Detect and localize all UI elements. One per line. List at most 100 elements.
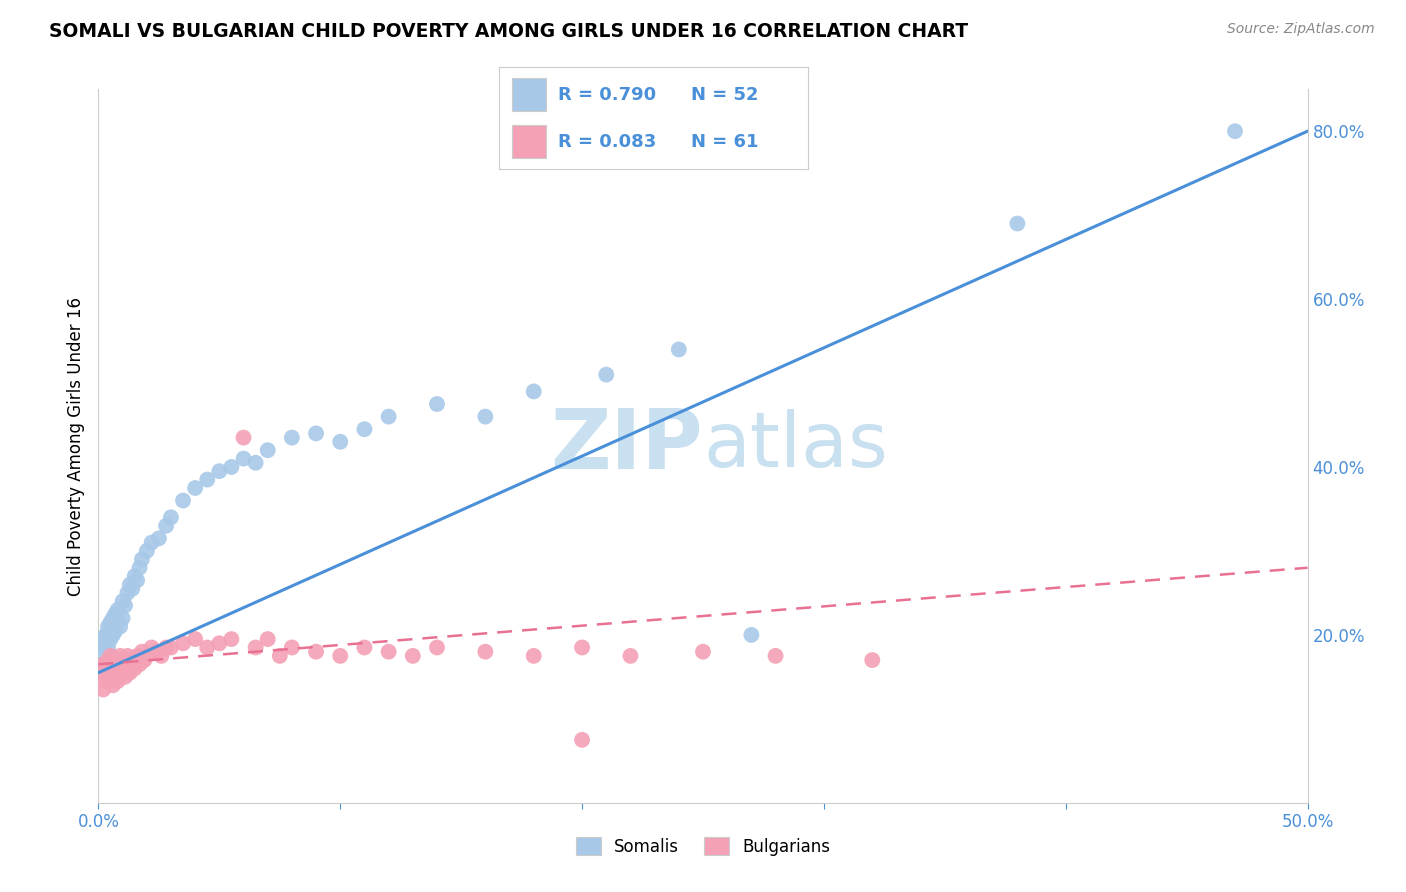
Text: N = 52: N = 52 bbox=[690, 86, 758, 103]
Point bbox=[94, 661, 117, 675]
Point bbox=[107, 603, 129, 617]
Point bbox=[595, 368, 617, 382]
Point bbox=[118, 665, 141, 680]
Point bbox=[114, 599, 136, 613]
Point bbox=[474, 409, 496, 424]
Point bbox=[172, 493, 194, 508]
Point bbox=[195, 473, 218, 487]
Point bbox=[1007, 217, 1029, 231]
Point bbox=[124, 661, 146, 675]
Point bbox=[221, 460, 243, 475]
Point bbox=[155, 640, 177, 655]
Point bbox=[221, 632, 243, 646]
Point bbox=[145, 645, 167, 659]
Point bbox=[353, 640, 375, 655]
Point bbox=[94, 674, 117, 689]
Point bbox=[107, 674, 129, 689]
Point bbox=[131, 645, 153, 659]
Bar bbox=[512, 78, 546, 111]
Point bbox=[740, 628, 762, 642]
Point bbox=[108, 648, 131, 663]
Point bbox=[141, 640, 163, 655]
Text: Source: ZipAtlas.com: Source: ZipAtlas.com bbox=[1227, 22, 1375, 37]
Point bbox=[127, 574, 149, 588]
Point bbox=[160, 510, 183, 524]
Point bbox=[107, 653, 129, 667]
Point bbox=[91, 682, 114, 697]
Point bbox=[305, 645, 328, 659]
Text: R = 0.790: R = 0.790 bbox=[558, 86, 657, 103]
Point bbox=[100, 648, 122, 663]
Point bbox=[305, 426, 328, 441]
Point bbox=[523, 648, 546, 663]
Point bbox=[155, 518, 177, 533]
Point bbox=[118, 657, 141, 672]
Point bbox=[141, 535, 163, 549]
Point bbox=[172, 636, 194, 650]
Bar bbox=[512, 126, 546, 158]
Point bbox=[131, 552, 153, 566]
Point bbox=[111, 611, 134, 625]
Point bbox=[101, 611, 124, 625]
Point bbox=[117, 648, 139, 663]
Point bbox=[353, 422, 375, 436]
Point bbox=[523, 384, 546, 399]
Point bbox=[100, 665, 122, 680]
Point bbox=[184, 632, 207, 646]
Point bbox=[269, 648, 291, 663]
Legend: Somalis, Bulgarians: Somalis, Bulgarians bbox=[569, 830, 837, 863]
Point bbox=[184, 481, 207, 495]
Text: ZIP: ZIP bbox=[551, 406, 703, 486]
Point bbox=[134, 653, 156, 667]
Point bbox=[104, 670, 127, 684]
Point bbox=[426, 640, 449, 655]
Point bbox=[104, 624, 127, 638]
Point bbox=[127, 648, 149, 663]
Point bbox=[256, 443, 278, 458]
Point bbox=[108, 661, 131, 675]
Point bbox=[100, 615, 122, 630]
Point bbox=[111, 657, 134, 672]
Point bbox=[90, 648, 112, 663]
Point bbox=[104, 607, 127, 621]
Point bbox=[474, 645, 496, 659]
Point bbox=[329, 434, 352, 449]
Point bbox=[148, 532, 170, 546]
Point bbox=[111, 665, 134, 680]
Point bbox=[101, 628, 124, 642]
Point bbox=[281, 431, 304, 445]
Point bbox=[114, 653, 136, 667]
Point bbox=[232, 431, 254, 445]
Point bbox=[97, 640, 120, 655]
Point bbox=[571, 732, 593, 747]
Point bbox=[100, 632, 122, 646]
Point bbox=[128, 560, 150, 574]
Point bbox=[111, 594, 134, 608]
Text: atlas: atlas bbox=[703, 409, 887, 483]
Point bbox=[426, 397, 449, 411]
Text: N = 61: N = 61 bbox=[690, 133, 758, 151]
Point bbox=[128, 657, 150, 672]
Point bbox=[107, 615, 129, 630]
Point bbox=[91, 632, 114, 646]
Point bbox=[160, 640, 183, 655]
Point bbox=[377, 645, 399, 659]
Point bbox=[114, 670, 136, 684]
Point bbox=[377, 409, 399, 424]
Point bbox=[97, 670, 120, 684]
Point bbox=[860, 653, 883, 667]
Point bbox=[668, 343, 690, 357]
Point bbox=[571, 640, 593, 655]
Point bbox=[94, 636, 117, 650]
Point bbox=[256, 632, 278, 646]
Point bbox=[91, 657, 114, 672]
Point bbox=[90, 665, 112, 680]
Point bbox=[101, 661, 124, 675]
Point bbox=[329, 648, 352, 663]
Point bbox=[101, 678, 124, 692]
Point bbox=[232, 451, 254, 466]
Point bbox=[108, 619, 131, 633]
Point bbox=[619, 648, 641, 663]
Point bbox=[118, 577, 141, 591]
Text: R = 0.083: R = 0.083 bbox=[558, 133, 657, 151]
